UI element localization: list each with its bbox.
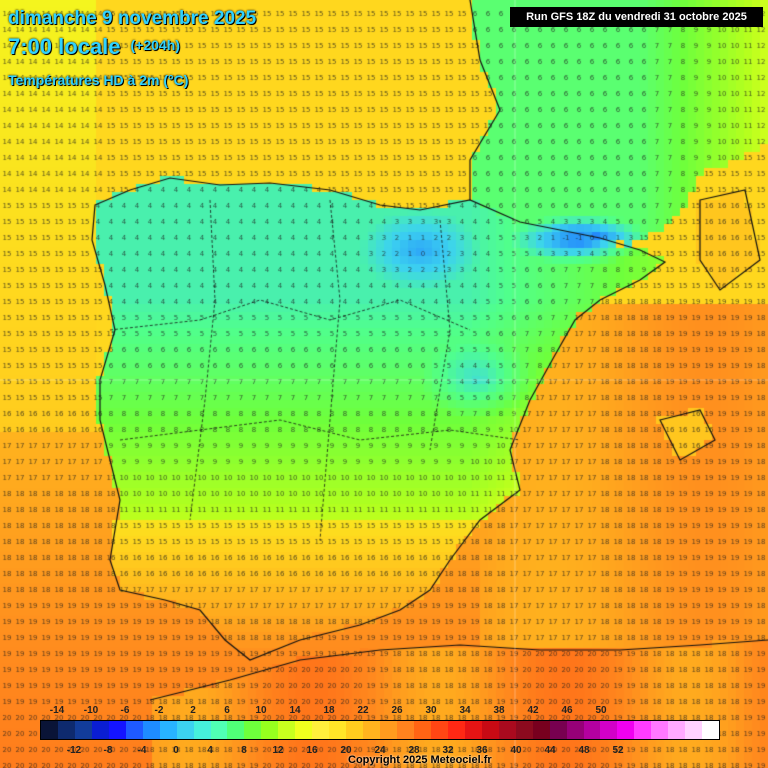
legend-swatch — [498, 721, 516, 739]
legend-swatch — [668, 721, 686, 739]
legend-label-top: 14 — [289, 705, 301, 716]
run-info: Run GFS 18Z du vendredi 31 octobre 2025 — [510, 7, 763, 27]
legend-label-top: 34 — [459, 705, 471, 716]
legend-label-top: 26 — [391, 705, 403, 716]
legend-swatch — [634, 721, 652, 739]
legend-swatch — [549, 721, 567, 739]
legend-swatch — [41, 721, 58, 739]
legend-label-bottom: 52 — [612, 745, 624, 756]
legend-label-bottom: 28 — [408, 745, 420, 756]
legend-swatch — [329, 721, 347, 739]
legend-label-top: 18 — [323, 705, 335, 716]
legend-swatch — [91, 721, 109, 739]
legend-label-top: 42 — [527, 705, 539, 716]
copyright: Copyright 2025 Meteociel.fr — [348, 754, 492, 766]
legend-label-bottom: 32 — [442, 745, 454, 756]
legend-label-bottom: 4 — [207, 745, 213, 756]
legend-label-bottom: -8 — [103, 745, 113, 756]
legend-swatch — [447, 721, 465, 739]
legend-swatch — [108, 721, 126, 739]
variable-title: Températures HD à 2m (°C) — [8, 72, 189, 88]
legend-swatch — [244, 721, 262, 739]
legend-label-top: -10 — [83, 705, 99, 716]
legend-label-top: 38 — [493, 705, 505, 716]
legend-swatch — [600, 721, 618, 739]
legend-swatch — [210, 721, 228, 739]
legend-swatch — [57, 721, 75, 739]
legend-label-bottom: 36 — [476, 745, 488, 756]
legend-swatch — [532, 721, 550, 739]
legend-swatch — [142, 721, 160, 739]
legend-swatch — [193, 721, 211, 739]
legend-label-bottom: 24 — [374, 745, 386, 756]
forecast-date: dimanche 9 novembre 2025 — [8, 8, 257, 29]
legend-swatch — [176, 721, 194, 739]
legend-label-top: -2 — [154, 705, 164, 716]
legend-swatch — [261, 721, 279, 739]
legend-label-bottom: 20 — [340, 745, 352, 756]
legend-label-bottom: -12 — [66, 745, 82, 756]
legend-label-top: 46 — [561, 705, 573, 716]
legend-label-bottom: 44 — [544, 745, 556, 756]
legend-swatch — [159, 721, 177, 739]
color-scale-legend — [40, 720, 720, 740]
legend-swatch — [413, 721, 431, 739]
forecast-time: 7:00 locale (+204h) — [8, 34, 180, 60]
legend-swatch — [125, 721, 143, 739]
legend-swatch — [227, 721, 245, 739]
legend-label-bottom: 8 — [241, 745, 247, 756]
legend-swatch — [74, 721, 92, 739]
legend-swatch — [346, 721, 364, 739]
legend-swatch — [397, 721, 414, 739]
legend-swatch — [481, 721, 499, 739]
legend-swatch — [430, 721, 448, 739]
legend-label-bottom: 16 — [306, 745, 318, 756]
legend-label-bottom: 40 — [510, 745, 522, 756]
legend-label-top: 2 — [190, 705, 196, 716]
legend-label-top: -6 — [120, 705, 130, 716]
lead-time: (+204h) — [130, 37, 180, 53]
legend-label-top: 22 — [357, 705, 369, 716]
legend-label-top: -14 — [49, 705, 65, 716]
legend-label-bottom: 48 — [578, 745, 590, 756]
legend-swatch — [583, 721, 601, 739]
legend-label-top: 30 — [425, 705, 437, 716]
legend-label-bottom: 0 — [173, 745, 179, 756]
legend-label-top: 50 — [595, 705, 607, 716]
legend-swatch — [278, 721, 296, 739]
legend-swatch — [380, 721, 398, 739]
legend-label-bottom: 12 — [272, 745, 284, 756]
legend-label-top: 10 — [255, 705, 267, 716]
legend-label-bottom: -4 — [137, 745, 147, 756]
legend-swatch — [295, 721, 313, 739]
legend-swatch — [685, 721, 703, 739]
legend-swatch — [312, 721, 330, 739]
legend-swatch — [651, 721, 669, 739]
legend-label-top: 6 — [224, 705, 230, 716]
legend-swatch — [702, 721, 720, 739]
legend-swatch — [515, 721, 533, 739]
local-time: 7:00 locale — [8, 34, 121, 59]
legend-swatch — [617, 721, 635, 739]
legend-swatch — [363, 721, 381, 739]
legend-swatch — [464, 721, 482, 739]
legend-swatch — [566, 721, 584, 739]
